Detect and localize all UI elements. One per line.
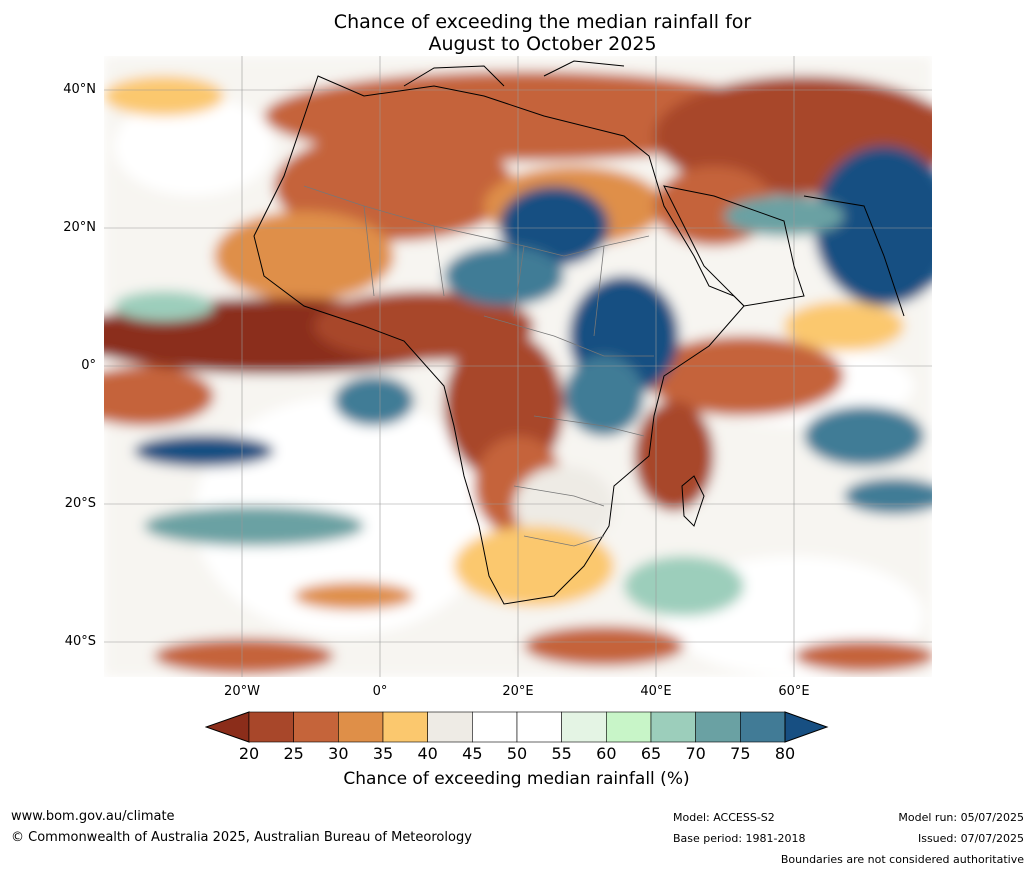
footer-issued: Issued: 07/07/2025 — [917, 832, 1024, 845]
lat-label-20s: 20°S — [64, 496, 96, 511]
colorbar-tick-label: 55 — [551, 744, 572, 763]
country-borders — [303, 185, 654, 547]
colorbar-bin — [516, 711, 562, 743]
colorbar-tick-label: 30 — [328, 744, 349, 763]
colorbar-high-extend — [784, 711, 829, 743]
colorbar-tick-label: 25 — [283, 744, 304, 763]
map-title-line1: Chance of exceeding the median rainfall … — [333, 11, 752, 33]
footer-model-run: Model run: 05/07/2025 — [898, 811, 1024, 824]
colorbar-bin — [740, 711, 786, 743]
graticule — [104, 56, 932, 677]
lat-label-0: 0° — [81, 358, 96, 373]
colorbar-tick-label: 35 — [372, 744, 394, 763]
colorbar-tick-label: 45 — [462, 744, 483, 763]
colorbar — [205, 711, 829, 743]
colorbar-bin — [650, 711, 696, 743]
coastlines — [253, 60, 905, 605]
footer-disclaimer: Boundaries are not considered authoritat… — [780, 853, 1024, 866]
colorbar-tick-label: 40 — [417, 744, 438, 763]
footer-base-period: Base period: 1981-2018 — [673, 832, 806, 845]
colorbar-tick-label: 20 — [238, 744, 260, 763]
footer-model: Model: ACCESS-S2 — [673, 811, 775, 824]
colorbar-bin — [382, 711, 428, 743]
colorbar-bin — [427, 711, 473, 743]
map-title-line2: August to October 2025 — [428, 33, 657, 55]
colorbar-bin — [561, 711, 607, 743]
footer-copyright: © Commonwealth of Australia 2025, Austra… — [11, 830, 472, 845]
colorbar-tick-label: 75 — [730, 744, 751, 763]
lat-label-20n: 20°N — [63, 220, 96, 235]
lat-label-40s: 40°S — [64, 634, 96, 649]
colorbar-bin — [472, 711, 518, 743]
colorbar-bin — [695, 711, 741, 743]
lon-label-0: 0° — [372, 684, 388, 699]
colorbar-bin — [338, 711, 384, 743]
rainfall-probability-map — [104, 56, 932, 677]
colorbar-bin — [293, 711, 339, 743]
colorbar-tick-label: 50 — [506, 744, 528, 763]
colorbar-bin — [606, 711, 652, 743]
lon-label-20w: 20°W — [224, 684, 260, 699]
lon-label-40e: 40°E — [640, 684, 672, 699]
colorbar-low-extend — [205, 711, 250, 743]
lon-label-60e: 60°E — [778, 684, 810, 699]
colorbar-tick-label: 65 — [640, 744, 662, 763]
colorbar-label: Chance of exceeding median rainfall (%) — [343, 769, 690, 789]
lat-label-40n: 40°N — [63, 82, 96, 97]
colorbar-tick-label: 70 — [685, 744, 706, 763]
lon-label-20e: 20°E — [502, 684, 534, 699]
colorbar-bin — [248, 711, 294, 743]
colorbar-tick-label: 60 — [596, 744, 617, 763]
footer-url: www.bom.gov.au/climate — [11, 809, 175, 824]
colorbar-tick-label: 80 — [774, 744, 796, 763]
